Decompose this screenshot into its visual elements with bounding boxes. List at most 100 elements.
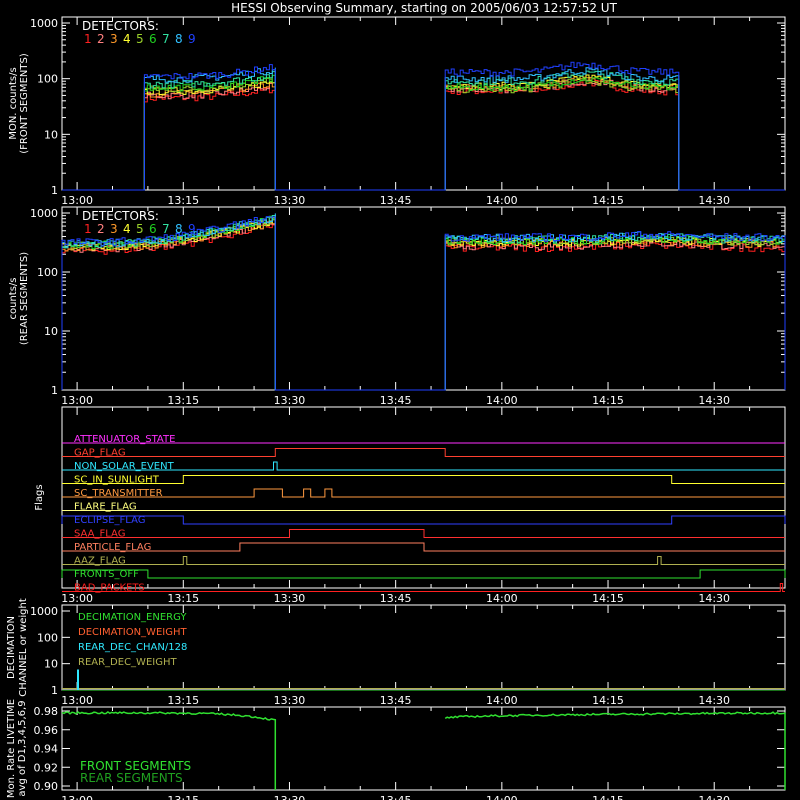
y-tick-label: 0.92 [34, 761, 59, 774]
x-tick-label: 14:15 [592, 794, 624, 800]
x-tick-label: 13:00 [61, 794, 93, 800]
x-tick-label: 14:15 [592, 694, 624, 707]
flag-label: GAP_FLAG [74, 448, 126, 459]
front-legend-item: 2 [97, 32, 105, 46]
livetime-legend-item: FRONT SEGMENTS [80, 759, 191, 773]
y-tick-label: 10 [44, 658, 58, 671]
flag-line-gap_flag [62, 448, 785, 457]
flag-line-aaz_flag [62, 556, 785, 565]
rear-legend-item: 9 [188, 222, 196, 236]
x-tick-label: 14:30 [698, 394, 730, 407]
x-tick-label: 13:00 [61, 194, 93, 207]
front-legend-item: 6 [149, 32, 157, 46]
flag-line-bad_packets [62, 583, 785, 592]
x-tick-label: 13:15 [167, 394, 199, 407]
x-tick-label: 14:00 [486, 394, 518, 407]
front-legend-item: 8 [175, 32, 183, 46]
flag-line-eclipse_flag [61, 515, 786, 525]
chart-layer: 13:00 13:15 13:30 13:45 14:00 14:15 14:3011010… [6, 16, 786, 800]
x-tick-label: 14:00 [486, 794, 518, 800]
y-tick-label: 100 [37, 73, 58, 86]
x-tick-label: 13:15 [167, 794, 199, 800]
front-legend-item: 1 [84, 32, 92, 46]
x-tick-label: 14:30 [698, 794, 730, 800]
livetime-legend-item: REAR SEGMENTS [80, 771, 183, 785]
x-tick-label: 14:15 [592, 194, 624, 207]
y-tick-label: 10 [44, 325, 58, 338]
front-series-detector-5 [62, 77, 785, 191]
x-tick-label: 14:00 [486, 194, 518, 207]
front-ylabel: MON. counts/s [8, 67, 19, 139]
x-tick-label: 13:30 [274, 694, 306, 707]
y-tick-label: 1 [51, 184, 58, 197]
rear-legend-item: 6 [149, 222, 157, 236]
flag-line-fronts_off [61, 569, 786, 579]
rear-series-detector-3 [61, 220, 786, 391]
decimation-ylabel2: CHANNEL or weight [18, 598, 29, 697]
flags-ylabel: Flags [34, 484, 45, 510]
x-tick-label: 13:45 [380, 694, 412, 707]
livetime-ylabel: Mon. Rate LIVETIME [6, 699, 17, 798]
flag-line-sc_transmitter [62, 488, 785, 498]
y-tick-label: 10 [44, 128, 58, 141]
x-tick-label: 13:45 [380, 394, 412, 407]
x-tick-label: 13:00 [61, 694, 93, 707]
x-tick-label: 13:45 [380, 794, 412, 800]
y-tick-label: 0.96 [34, 724, 59, 737]
front-ylabel2: (FRONT SEGMENTS) [19, 53, 30, 154]
rear-legend-item: 1 [84, 222, 92, 236]
decimation-legend-item: DECIMATION_ENERGY [78, 612, 187, 623]
rear-legend-item: 5 [136, 222, 144, 236]
flag-label: FLARE_FLAG [74, 502, 137, 513]
x-tick-label: 14:30 [698, 194, 730, 207]
y-tick-label: 0.90 [34, 780, 59, 793]
livetime-front-series [61, 710, 786, 790]
y-tick-label: 0.98 [34, 705, 59, 718]
rear-legend-item: 2 [97, 222, 105, 236]
x-tick-label: 14:15 [592, 592, 624, 605]
rear-ylabel2: (REAR SEGMENTS) [19, 252, 30, 345]
decimation-legend-item: REAR_DEC_CHAN/128 [78, 642, 187, 653]
flag-label: SC_IN_SUNLIGHT [74, 475, 160, 486]
front-legend-title: DETECTORS: [82, 19, 159, 33]
x-tick-label: 14:15 [592, 394, 624, 407]
flag-label: NON_SOLAR_EVENT [74, 461, 175, 472]
x-tick-label: 13:45 [380, 194, 412, 207]
rear-legend-title: DETECTORS: [82, 209, 159, 223]
flag-label: BAD_PACKETS [74, 583, 145, 594]
rear-legend-item: 3 [110, 222, 118, 236]
x-tick-label: 13:45 [380, 592, 412, 605]
flag-line-particle_flag [62, 542, 785, 552]
rear-legend-item: 4 [123, 222, 131, 236]
front-series-detector-8 [62, 67, 785, 191]
flag-label: FRONTS_OFF [74, 569, 139, 580]
livetime-ylabel2: avg of D1,3,4,5,6,9 [17, 700, 28, 796]
decimation-ylabel: DECIMATION [6, 616, 17, 679]
front-legend-item: 7 [162, 32, 170, 46]
x-tick-label: 13:30 [274, 194, 306, 207]
flag-label: PARTICLE_FLAG [74, 542, 151, 553]
flag-line-saa_flag [62, 529, 785, 538]
front-legend-item: 9 [188, 32, 196, 46]
y-tick-label: 100 [37, 631, 58, 644]
flag-label: SAA_FLAG [74, 529, 125, 540]
chart-title: HESSI Observing Summary, starting on 200… [231, 1, 617, 15]
y-tick-label: 1 [51, 384, 58, 397]
x-tick-label: 13:15 [167, 592, 199, 605]
x-tick-label: 14:00 [486, 592, 518, 605]
flag-line-non_solar_event [62, 461, 785, 471]
x-tick-label: 13:15 [167, 194, 199, 207]
flag-label: ATTENUATOR_STATE [74, 434, 175, 445]
y-tick-label: 100 [37, 266, 58, 279]
flag-label: SC_TRANSMITTER [74, 488, 163, 499]
x-tick-label: 13:30 [274, 394, 306, 407]
x-tick-label: 14:30 [698, 694, 730, 707]
front-legend-item: 5 [136, 32, 144, 46]
x-tick-label: 13:15 [167, 694, 199, 707]
front-legend-item: 3 [110, 32, 118, 46]
front-series-detector-7 [62, 70, 785, 191]
y-tick-label: 1 [51, 684, 58, 697]
x-tick-label: 13:30 [274, 592, 306, 605]
rear-legend-item: 8 [175, 222, 183, 236]
